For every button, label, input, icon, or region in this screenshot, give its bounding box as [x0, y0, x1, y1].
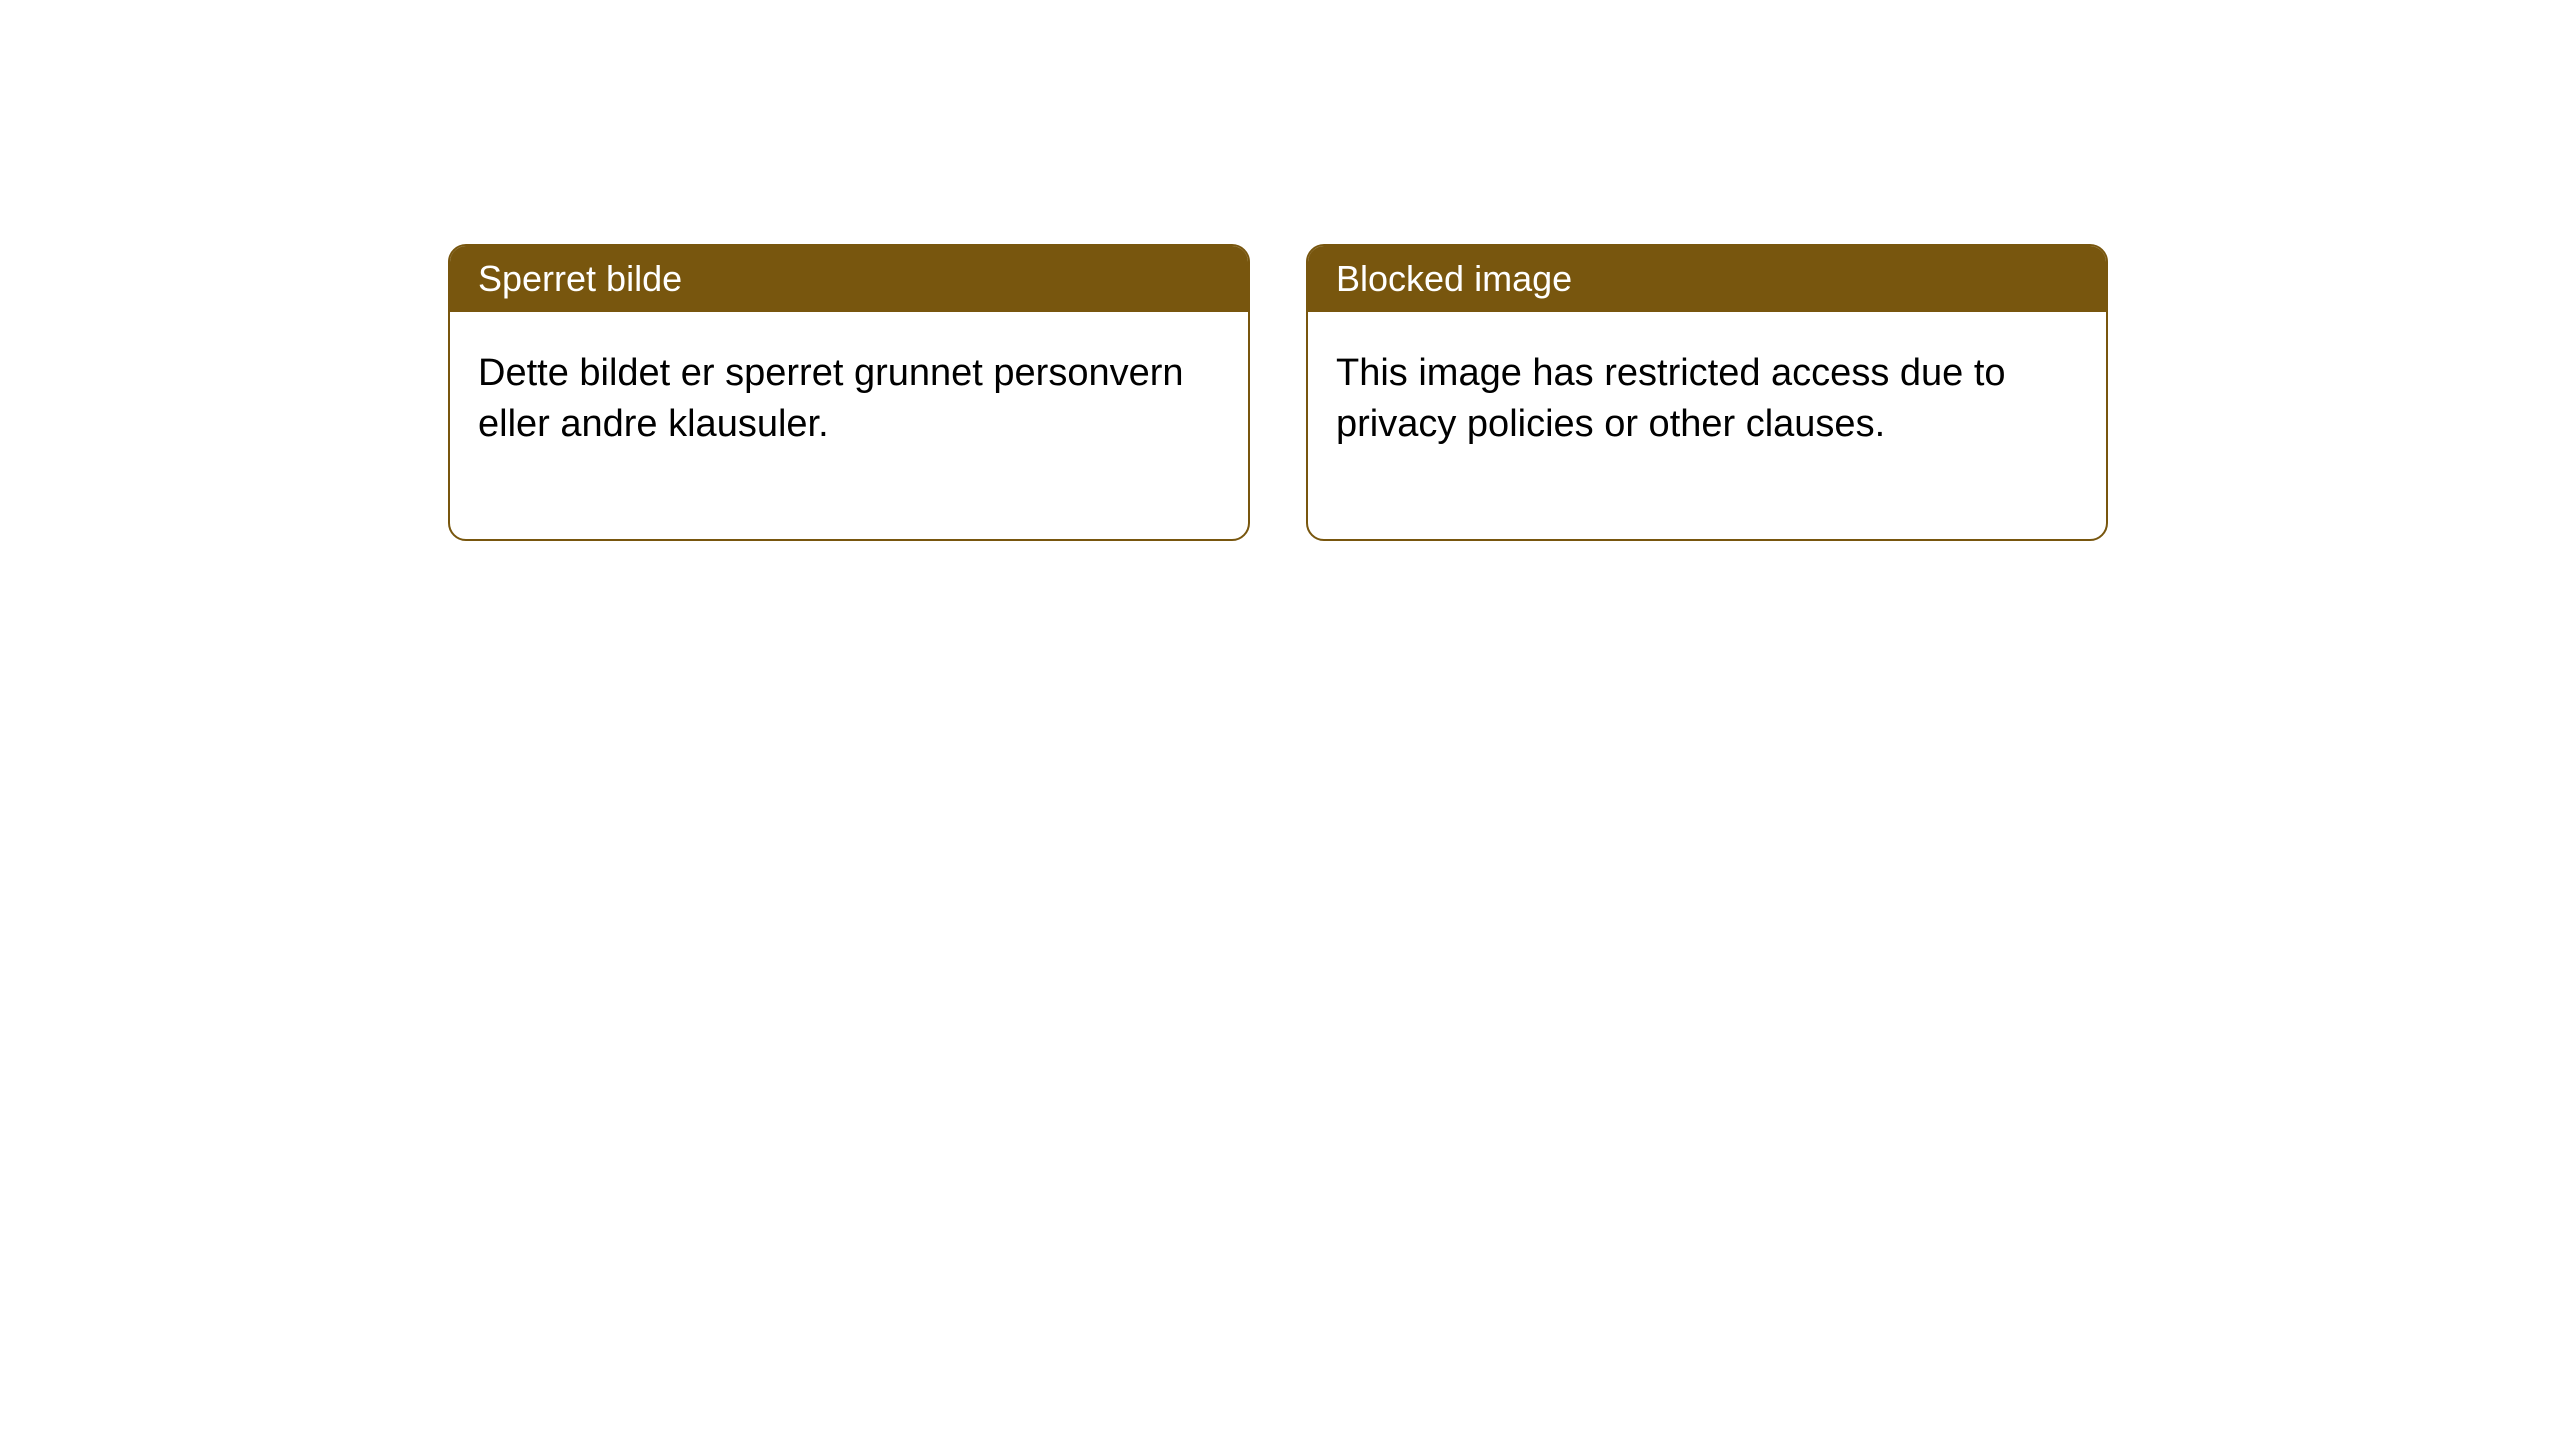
card-header-norwegian: Sperret bilde [450, 246, 1248, 312]
notice-container: Sperret bilde Dette bildet er sperret gr… [448, 244, 2108, 541]
notice-card-norwegian: Sperret bilde Dette bildet er sperret gr… [448, 244, 1250, 541]
card-header-english: Blocked image [1308, 246, 2106, 312]
card-body-norwegian: Dette bildet er sperret grunnet personve… [450, 312, 1248, 539]
card-body-english: This image has restricted access due to … [1308, 312, 2106, 539]
notice-card-english: Blocked image This image has restricted … [1306, 244, 2108, 541]
